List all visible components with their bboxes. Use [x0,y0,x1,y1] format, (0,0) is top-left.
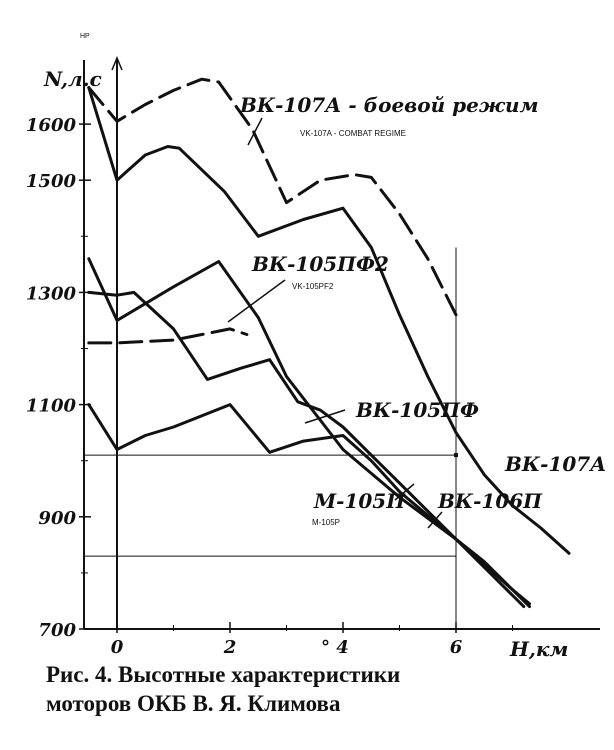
series-leader-3 [427,511,443,529]
x-tick-label: 0 [111,637,124,658]
series-line-2 [87,257,531,606]
caption-line-2: моторов ОКБ В. Я. Климова [46,691,341,716]
x-axis-label: H,км [509,637,568,661]
series-leader-4 [304,409,346,424]
series-line-0 [87,77,458,317]
series-line-3 [87,327,249,345]
y-tick-label: 900 [38,508,76,529]
series-line-5 [87,403,531,609]
series-label-4: ВК-105ПФ [355,398,479,422]
series-sublabel-5: M-105P [312,518,340,527]
series-label-0: ВК-107А - боевой режим [239,93,539,117]
series-label-3: ВК-106П [437,489,543,513]
y-tick-label: 1100 [26,396,77,417]
x-tick-label: 6 [450,637,463,658]
series-sublabel-0: VK-107A - COMBAT REGIME [300,129,406,138]
series-label-2: ВК-105ПФ2 [251,252,389,276]
x-tick-label: ° 4 [321,637,349,658]
y-tick-label: 1600 [26,115,77,136]
x-tick-label: 2 [223,637,237,658]
series-label-1: ВК-107А [504,452,606,476]
reference-point [454,453,458,458]
series-line-1 [87,86,571,555]
y-tick-label: 700 [38,620,76,641]
series-leader-5 [394,483,415,501]
y-axis-label: N,л.с [43,67,102,91]
y-axis-unit: HP [80,33,90,40]
figure-caption: Рис. 4. Высотные характеристики моторов … [46,660,606,718]
series-label-5: М-105П [313,489,406,513]
y-tick-label: 1300 [26,283,77,304]
y-tick-label: 1500 [26,171,77,192]
series-leader-0 [247,117,263,146]
x-zero-arrow [111,56,123,71]
caption-line-1: Рис. 4. Высотные характеристики [46,662,401,687]
series-line-4 [87,290,526,609]
series-leader-2 [227,279,286,323]
series-sublabel-2: VK-105PF2 [292,282,334,291]
